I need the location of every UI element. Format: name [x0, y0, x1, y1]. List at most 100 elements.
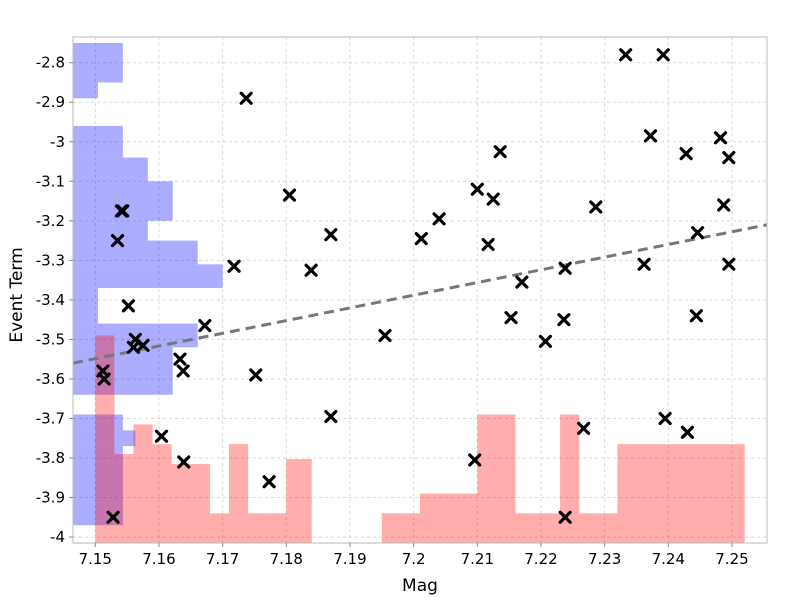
- data-point: [577, 421, 591, 435]
- data-point-stroke: [680, 425, 695, 439]
- x-histogram-bar: [248, 513, 268, 543]
- scatter-points: [96, 48, 736, 524]
- data-point-stroke: [378, 328, 392, 343]
- x-histogram-bar: [560, 414, 580, 543]
- x-tick-label: 7.17: [206, 550, 239, 568]
- data-point: [378, 328, 392, 343]
- data-point-stroke: [432, 212, 446, 226]
- data-point-stroke: [558, 510, 572, 524]
- y-tick-label: -3.3: [36, 251, 65, 269]
- x-histogram-bar: [228, 444, 249, 543]
- data-point-stroke: [493, 145, 507, 159]
- y-tick-label: -3.6: [36, 370, 65, 388]
- x-histogram-bar: [190, 463, 210, 543]
- data-point: [324, 409, 338, 424]
- y-tick-label: -2.8: [36, 54, 65, 72]
- data-point-stroke: [227, 259, 241, 273]
- data-point: [176, 364, 190, 378]
- data-point: [110, 233, 125, 248]
- x-histogram-bar: [579, 513, 599, 543]
- x-tick-label: 7.21: [461, 550, 494, 568]
- x-tick-label: 7.18: [270, 550, 303, 568]
- data-point: [116, 204, 130, 218]
- data-point-stroke: [656, 48, 670, 62]
- data-point-stroke: [177, 455, 191, 469]
- y-histogram-bar: [73, 240, 198, 265]
- y-tick-label: -2.9: [36, 93, 65, 111]
- y-tick-label: -3.2: [36, 212, 65, 230]
- data-point: [198, 318, 212, 333]
- data-point: [689, 309, 703, 323]
- x-histogram-bar: [668, 444, 694, 543]
- data-point-stroke: [470, 182, 484, 196]
- x-tick-label: 7.15: [79, 550, 112, 568]
- y-histogram-bar: [73, 288, 98, 324]
- x-histogram-bar: [267, 513, 287, 543]
- x-histogram-bar: [458, 493, 478, 543]
- data-point-stroke: [324, 409, 338, 424]
- x-histogram-bar: [286, 458, 312, 543]
- data-point-stroke: [538, 334, 553, 348]
- x-histogram-bar: [693, 444, 720, 543]
- data-point-stroke: [136, 338, 150, 352]
- x-histogram-bar: [420, 493, 440, 543]
- data-point: [106, 510, 120, 524]
- data-point: [173, 352, 187, 366]
- data-point: [589, 200, 603, 214]
- y-histogram-bar: [73, 264, 223, 289]
- data-point-stroke: [486, 192, 500, 206]
- data-point-stroke: [637, 257, 651, 271]
- trend-line: [72, 223, 768, 365]
- data-point: [679, 147, 693, 161]
- data-point-stroke: [722, 150, 736, 165]
- data-point: [619, 48, 633, 62]
- x-tick-label: 7.22: [524, 550, 557, 568]
- y-tick-label: -3.4: [36, 291, 65, 309]
- data-point-stroke: [589, 200, 603, 214]
- x-tick-label: 7.19: [333, 550, 366, 568]
- data-point-stroke: [97, 372, 111, 386]
- x-histogram-bar: [400, 513, 420, 543]
- data-point-stroke: [249, 368, 263, 382]
- y-tick-label: -3.8: [36, 449, 65, 467]
- x-axis-title: Mag: [402, 576, 438, 596]
- data-point: [177, 455, 191, 469]
- data-point-stroke: [154, 429, 169, 443]
- data-point-stroke: [468, 453, 482, 467]
- data-point-stroke: [515, 275, 529, 289]
- data-point: [481, 237, 495, 252]
- x-histogram-bar: [152, 444, 172, 543]
- data-point: [136, 338, 150, 352]
- data-point: [470, 182, 484, 196]
- y-tick-label: -3.9: [36, 489, 65, 507]
- data-point-stroke: [128, 332, 142, 347]
- data-point-stroke: [713, 131, 728, 145]
- data-point-stroke: [198, 318, 212, 333]
- y-histogram-bar: [73, 42, 123, 83]
- data-point: [227, 259, 241, 273]
- y-histogram-bar: [73, 323, 198, 348]
- data-point: [504, 311, 518, 325]
- data-point: [558, 510, 572, 524]
- data-point: [249, 368, 263, 382]
- x-histogram-bar: [95, 335, 115, 543]
- y-histogram-bar: [73, 430, 136, 447]
- trend-line-layer: [72, 223, 768, 365]
- plot-frame: [72, 36, 768, 544]
- data-point-stroke: [619, 48, 633, 62]
- data-point: [658, 411, 672, 426]
- y-tick-label: -3.5: [36, 330, 65, 348]
- data-point-stroke: [722, 257, 736, 271]
- data-point: [558, 261, 572, 275]
- data-point-stroke: [504, 311, 518, 325]
- data-point-stroke: [557, 313, 571, 327]
- x-tick-label: 7.24: [652, 550, 685, 568]
- data-point: [557, 313, 571, 327]
- x-histogram-bar: [114, 454, 134, 543]
- x-histogram-bar: [642, 444, 669, 543]
- data-point-stroke: [106, 510, 120, 524]
- y-histogram-bar: [73, 125, 123, 158]
- data-point-stroke: [110, 233, 125, 248]
- y-histogram-bar: [73, 414, 123, 431]
- y-histogram-bar: [73, 446, 123, 526]
